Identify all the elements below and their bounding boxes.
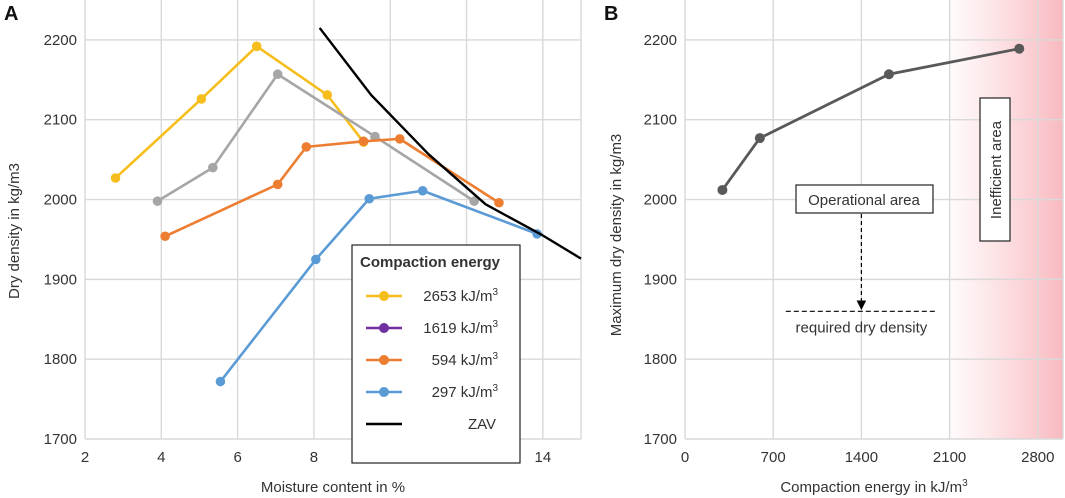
y-tick-label: 1700 [644,431,677,448]
data-point [364,193,375,204]
legend-label-sup: 3 [492,351,498,362]
y-tick-label: 2000 [644,192,677,209]
data-point [1014,43,1025,54]
x-tick-label: 6 [233,449,241,466]
legend-label-text: 297 kJ/m [432,384,493,401]
y-axis-label-a: Dry density in kg/m3 [6,163,23,299]
legend-label: 1619 kJ/m3 [423,319,498,337]
legend-label-sup: 3 [492,287,498,298]
x-tick-label: 2100 [933,449,966,466]
chart-b: B 0 700 1400 2100 2800 1700 1800 1900 2000 2100 22… [604,0,1064,496]
y-tick-label: 1900 [44,271,77,288]
y-tick-label: 1700 [44,431,77,448]
y-axis-label-a-text: Dry density in kg/m3 [6,163,23,299]
x-axis-label-b: Compaction energy in kJ/m3 [780,478,968,496]
legend-box [351,244,521,464]
legend-title: Compaction energy [360,254,501,271]
data-point [322,90,333,100]
x-tick-label: 2 [81,449,89,466]
y-axis-label-b-text: Maximum dry density in kg/m3 [608,134,625,337]
panel-label-a: A [4,3,18,25]
x-axis-label-b-sup: 3 [962,478,968,489]
data-point [469,196,479,206]
data-point [417,185,428,196]
series-b [717,43,1025,195]
operational-area-box [795,184,934,214]
y-tick-label: 2100 [644,112,677,129]
data-point [301,142,312,152]
annotations-b: Operational area required dry density In… [785,97,1011,336]
series-line [721,47,1020,191]
x-tick-label: 4 [157,449,165,466]
x-axis-label-a: Moisture content in % [261,479,405,496]
y-tick-label: 1800 [44,351,77,368]
x-tick-label: 700 [761,449,786,466]
operational-area-label: Operational area [808,192,920,209]
data-point [208,162,218,173]
grid-a [84,0,582,440]
data-point [394,134,405,144]
legend-label-text: 2653 kJ/m [423,288,492,305]
data-point [883,69,894,80]
legend-label: 297 kJ/m3 [432,383,499,401]
data-point [152,196,163,206]
y-axis-label-b: Maximum dry density in kg/m3 [608,134,625,337]
series-line [164,137,500,238]
chart-a: A 2468101214170018001900200021002200 Moi… [4,0,582,496]
data-point [717,184,728,195]
data-point [272,69,283,80]
series-line [156,72,475,203]
legend-label-text: 1619 kJ/m [423,320,492,337]
y-tick-label: 1900 [644,271,677,288]
legend-label: 594 kJ/m3 [432,351,499,369]
legend-swatch-marker [379,355,389,365]
legend-swatch-marker [379,291,389,301]
legend-label-text: ZAV [468,416,496,433]
data-point [358,136,369,147]
series-line [318,27,582,260]
y-tick-label: 2000 [44,192,77,209]
panel-label-b: B [604,3,618,25]
data-point [311,254,321,265]
x-tick-label: 1400 [845,449,878,466]
data-point [754,133,765,144]
x-tick-label: 0 [681,449,689,466]
data-point [160,231,170,242]
legend-label: 2653 kJ/m3 [423,287,498,305]
series-line [114,44,365,179]
legend-label: ZAV [468,416,496,433]
legend-label-sup: 3 [492,319,498,330]
data-point [251,41,262,52]
data-point [370,131,380,142]
legend-label-sup: 3 [492,383,498,394]
x-tick-label: 14 [535,449,552,466]
data-point [494,197,504,208]
y-tick-label: 2100 [44,112,77,129]
inefficient-area-box [979,97,1011,242]
ticks-b: 0 700 1400 2100 2800 1700 1800 1900 2000 2100 2200 [644,32,1055,466]
data-point [110,173,121,183]
legend-swatch-marker [379,387,389,397]
data-point [196,94,207,104]
series-a [110,27,582,387]
data-point [272,179,283,190]
inefficient-area-label: Inefficient area [988,120,1005,219]
y-tick-label: 2200 [644,32,677,49]
legend-swatch-marker [379,323,389,333]
y-tick-label: 1800 [644,351,677,368]
required-density-label: required dry density [796,319,928,336]
x-tick-label: 2800 [1021,449,1054,466]
x-axis-label-b-text: Compaction energy in kJ/m [780,479,962,496]
x-tick-label: 8 [310,449,318,466]
data-point [215,376,226,387]
y-tick-label: 2200 [44,32,77,49]
legend-label-text: 594 kJ/m [432,352,493,369]
